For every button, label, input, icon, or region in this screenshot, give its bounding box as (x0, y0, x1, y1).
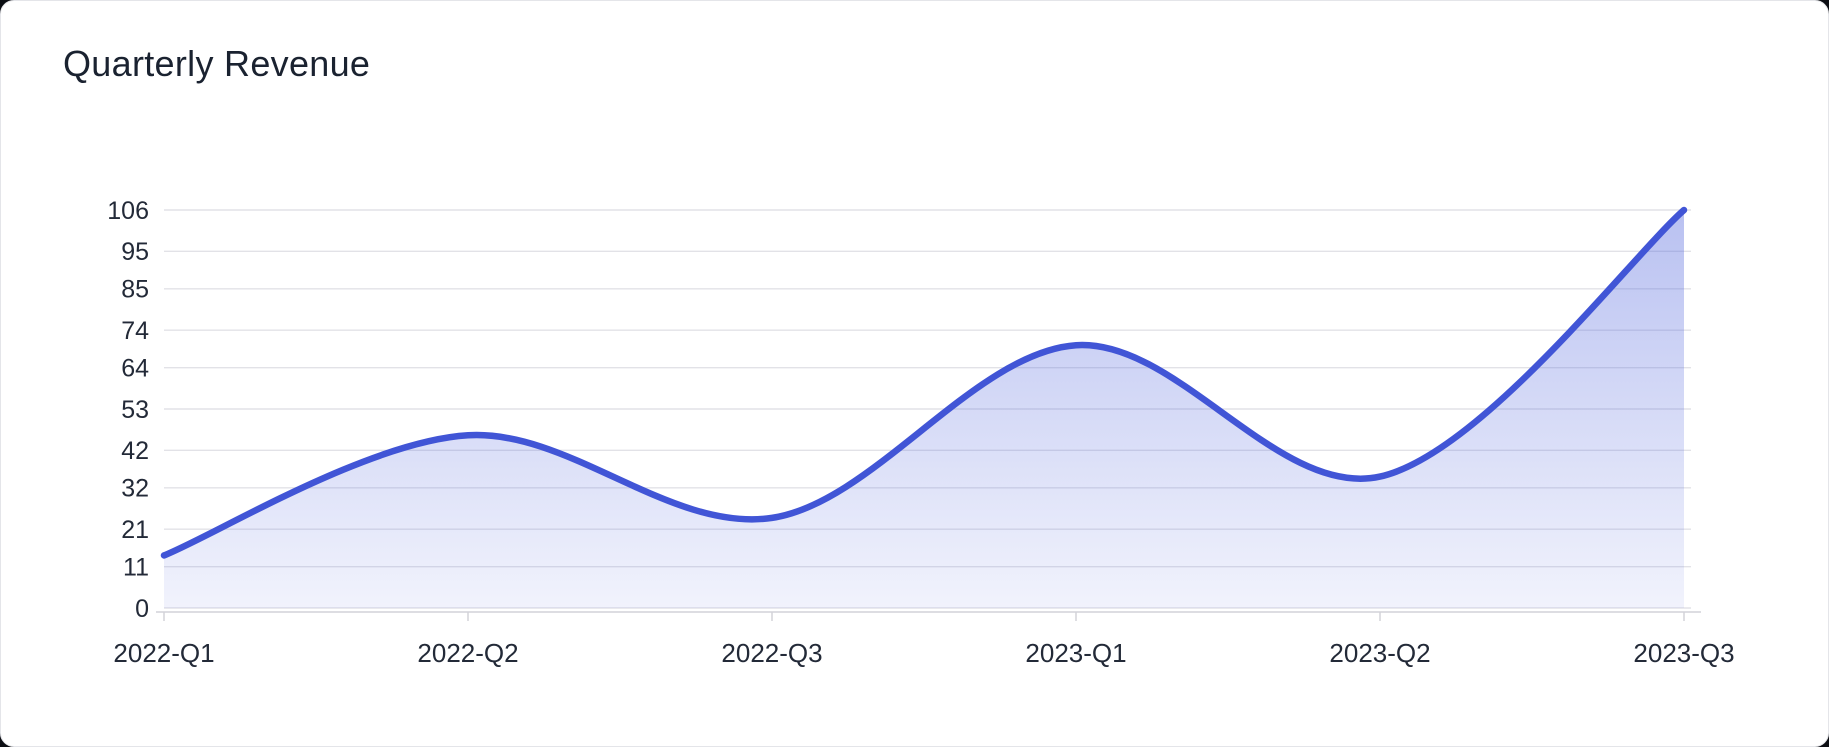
x-tick-label: 2023-Q1 (1025, 638, 1126, 668)
x-tick-label: 2022-Q2 (417, 638, 518, 668)
y-tick-label: 0 (135, 595, 149, 623)
y-tick-label: 64 (121, 354, 149, 382)
x-tick-label: 2022-Q1 (113, 638, 214, 668)
y-tick-label: 21 (121, 516, 149, 544)
x-tick-label: 2022-Q3 (721, 638, 822, 668)
y-tick-label: 53 (121, 396, 149, 424)
x-tick-label: 2023-Q2 (1329, 638, 1430, 668)
x-tick-label: 2023-Q3 (1633, 638, 1734, 668)
y-tick-label: 95 (121, 238, 149, 266)
y-tick-label: 74 (121, 317, 149, 345)
y-tick-label: 85 (121, 276, 149, 304)
y-tick-label: 11 (123, 553, 149, 581)
chart-title: Quarterly Revenue (63, 43, 371, 84)
revenue-line (160, 206, 1688, 559)
revenue-area (164, 210, 1684, 608)
y-tick-label: 32 (121, 475, 149, 503)
y-tick-label: 106 (107, 197, 149, 225)
y-tick-label: 42 (121, 437, 149, 465)
